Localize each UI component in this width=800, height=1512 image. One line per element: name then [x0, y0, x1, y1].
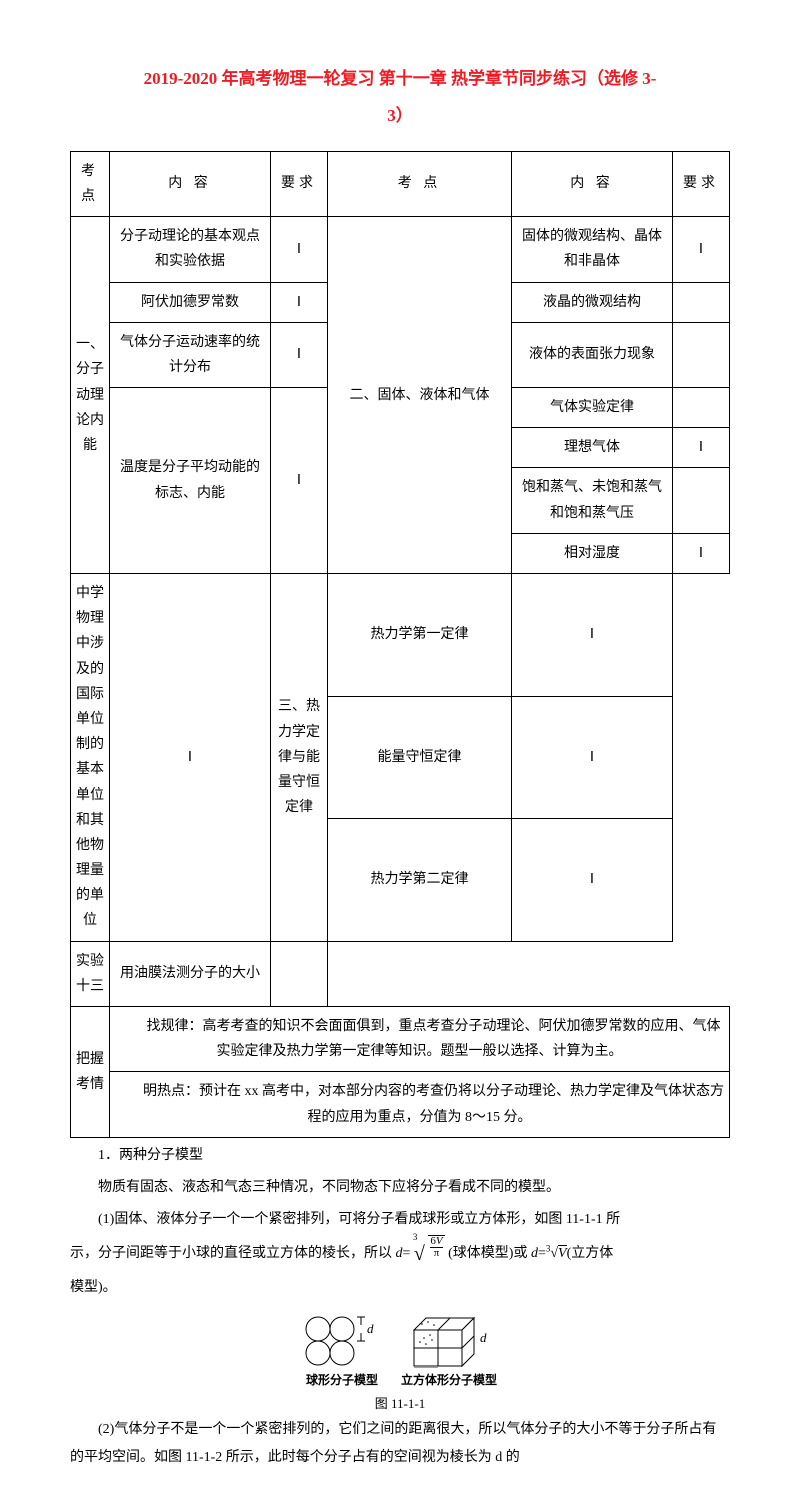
s3-r3-req: Ⅰ: [512, 819, 673, 942]
body-p2: 物质有固态、液态和气态三种情况，不同物态下应将分子看成不同的模型。: [70, 1174, 730, 1202]
s3-r1-req: Ⅰ: [512, 574, 673, 697]
title-line-1: 2019-2020 年高考物理一轮复习 第十一章 热学章节同步练习（选修 3-: [144, 69, 657, 88]
header-yq-1: 要求: [271, 151, 328, 216]
fig-cap2: 立方体形分子模型: [401, 1371, 497, 1388]
section-2-label: 二、固体、液体和气体: [328, 217, 512, 574]
s2-r4-req: [673, 388, 730, 428]
document-page: 2019-2020 年高考物理一轮复习 第十一章 热学章节同步练习（选修 3- …: [0, 0, 800, 1512]
s1-r5-content: 中学物理中涉及的国际单位制的基本单位和其他物理量的单位: [71, 574, 110, 942]
s1-r3-req: Ⅰ: [271, 322, 328, 387]
cuberoot-1-icon: 3 √ 6V π: [414, 1234, 445, 1274]
p3b-pre: 示，分子间距等于小球的直径或立方体的棱长，所以: [70, 1246, 396, 1261]
s2-r7-req: Ⅰ: [673, 533, 730, 573]
s1-r3-content: 气体分子运动速率的统计分布: [110, 322, 271, 387]
syllabus-table: 考 点 内 容 要求 考 点 内 容 要求 一、分子动理论内能 分子动理论的基本…: [70, 151, 730, 1138]
s1-r2-req: Ⅰ: [271, 282, 328, 322]
s2-r2-req: [673, 282, 730, 322]
s2-r5-content: 理想气体: [512, 428, 673, 468]
s2-r1-content: 固体的微观结构、晶体和非晶体: [512, 217, 673, 282]
cuberoot-2-icon: 3√V: [546, 1246, 567, 1261]
title-line-2: 3）: [387, 106, 413, 125]
s2-r6-content: 饱和蒸气、未饱和蒸气和饱和蒸气压: [512, 468, 673, 533]
s1-r1-content: 分子动理论的基本观点和实验依据: [110, 217, 271, 282]
grasp-p2: 明热点：预计在 xx 高考中，对本部分内容的考查仍将以分子动理论、热力学定律及气…: [110, 1072, 730, 1137]
exp-section: 实验十三: [71, 941, 110, 1006]
svg-text:d: d: [367, 1321, 374, 1336]
grasp-p1: 找规律：高考考查的知识不会面面俱到，重点考查分子动理论、阿伏加德罗常数的应用、气…: [110, 1007, 730, 1072]
figure-11-1-1: d 球形分子模型 d 立方体形分子模型: [70, 1312, 730, 1389]
sphere-model-icon: d: [303, 1314, 381, 1368]
cube-model-icon: d: [404, 1312, 494, 1368]
s1-r4-req: Ⅰ: [271, 388, 328, 574]
body-p4: (2)气体分子不是一个一个紧密排列的，它们之间的距离很大，所以气体分子的大小不等…: [70, 1416, 730, 1472]
p3b-mid1: (球体模型)或: [448, 1246, 531, 1261]
s1-r1-req: Ⅰ: [271, 217, 328, 282]
s3-r1-content: 热力学第一定律: [328, 574, 512, 697]
s2-r7-content: 相对湿度: [512, 533, 673, 573]
s2-r2-content: 液晶的微观结构: [512, 282, 673, 322]
s3-r2-content: 能量守恒定律: [328, 696, 512, 819]
header-yq-2: 要求: [673, 151, 730, 216]
document-title: 2019-2020 年高考物理一轮复习 第十一章 热学章节同步练习（选修 3- …: [70, 60, 730, 135]
s1-r5-req: Ⅰ: [110, 574, 271, 942]
section-1-label: 一、分子动理论内能: [71, 217, 110, 574]
body-p1: 1．两种分子模型: [70, 1142, 730, 1170]
s2-r6-req: [673, 468, 730, 533]
s2-r5-req: Ⅰ: [673, 428, 730, 468]
svg-text:d: d: [480, 1330, 487, 1345]
body-p3b: 示，分子间距等于小球的直径或立方体的棱长，所以 d= 3 √ 6V π (球体模…: [70, 1234, 730, 1274]
s1-r2-content: 阿伏加德罗常数: [110, 282, 271, 322]
header-kd-2: 考 点: [328, 151, 512, 216]
header-kd-1: 考 点: [71, 151, 110, 216]
header-nr-2: 内 容: [512, 151, 673, 216]
header-nr-1: 内 容: [110, 151, 271, 216]
body-p3c: 模型)。: [70, 1274, 730, 1302]
s1-r4-content: 温度是分子平均动能的标志、内能: [110, 388, 271, 574]
body-p3a: (1)固体、液体分子一个一个紧密排列，可将分子看成球形或立方体形，如图 11-1…: [70, 1206, 730, 1234]
fig-cap1: 球形分子模型: [303, 1371, 381, 1388]
figure-number: 图 11-1-1: [70, 1393, 730, 1412]
s3-r2-req: Ⅰ: [512, 696, 673, 819]
exp-content: 用油膜法测分子的大小: [110, 941, 271, 1006]
s2-r3-content: 液体的表面张力现象: [512, 322, 673, 387]
exp-req: [271, 941, 328, 1006]
s2-r4-content: 气体实验定律: [512, 388, 673, 428]
section-3-label: 三、热力学定律与能量守恒定律: [271, 574, 328, 942]
s2-r3-req: [673, 322, 730, 387]
s2-r1-req: Ⅰ: [673, 217, 730, 282]
grasp-label: 把握考情: [71, 1007, 110, 1138]
p3b-mid2: (立方体: [567, 1246, 614, 1261]
s3-r3-content: 热力学第二定律: [328, 819, 512, 942]
